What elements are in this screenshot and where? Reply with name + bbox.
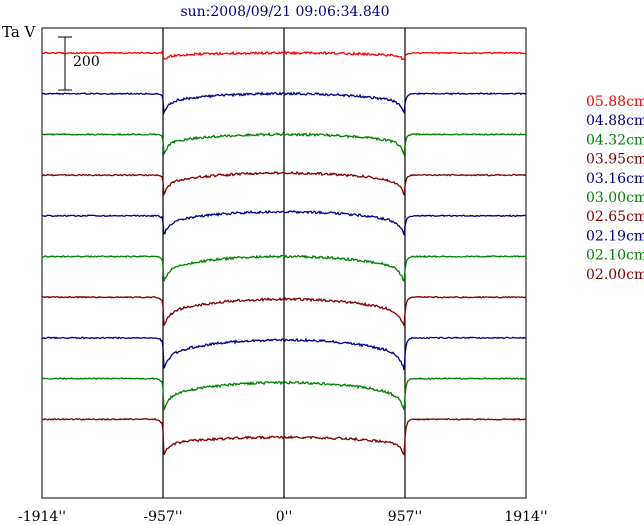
series-line-3 — [41, 170, 527, 197]
legend-entry-9: 02.00cm — [586, 267, 644, 283]
x-tick-label-4: 1914'' — [504, 509, 547, 525]
series-line-4 — [42, 209, 527, 236]
x-tick-label-1: -957'' — [143, 509, 182, 525]
series-line-9 — [41, 417, 527, 456]
legend-entry-1: 04.88cm — [586, 113, 644, 129]
series-line-2 — [41, 132, 527, 157]
legend-entry-2: 04.32cm — [586, 132, 644, 148]
legend-entry-4: 03.16cm — [586, 171, 644, 187]
scale-bar-label: 200 — [73, 54, 100, 70]
y-axis-label: Ta V — [2, 23, 37, 41]
legend-entry-8: 02.10cm — [586, 248, 644, 264]
x-tick-label-2: 0'' — [276, 509, 293, 525]
x-tick-label-0: -1914'' — [18, 509, 66, 525]
series-line-6 — [41, 295, 527, 326]
series-line-7 — [42, 336, 527, 371]
legend-entry-3: 03.95cm — [586, 152, 644, 168]
series-line-5 — [41, 254, 527, 282]
legend-entry-5: 03.00cm — [586, 190, 644, 206]
legend-entry-0: 05.88cm — [586, 94, 644, 110]
chart-title: sun:2008/09/21 09:06:34.840 — [180, 4, 389, 20]
legend-entry-7: 02.19cm — [586, 228, 644, 244]
legend-entry-6: 02.65cm — [586, 209, 644, 225]
series-line-8 — [41, 377, 527, 412]
series-line-0 — [41, 50, 527, 61]
scale-bar: 200 — [58, 36, 100, 91]
series-line-1 — [41, 91, 527, 116]
x-tick-label-3: 957'' — [388, 509, 422, 525]
